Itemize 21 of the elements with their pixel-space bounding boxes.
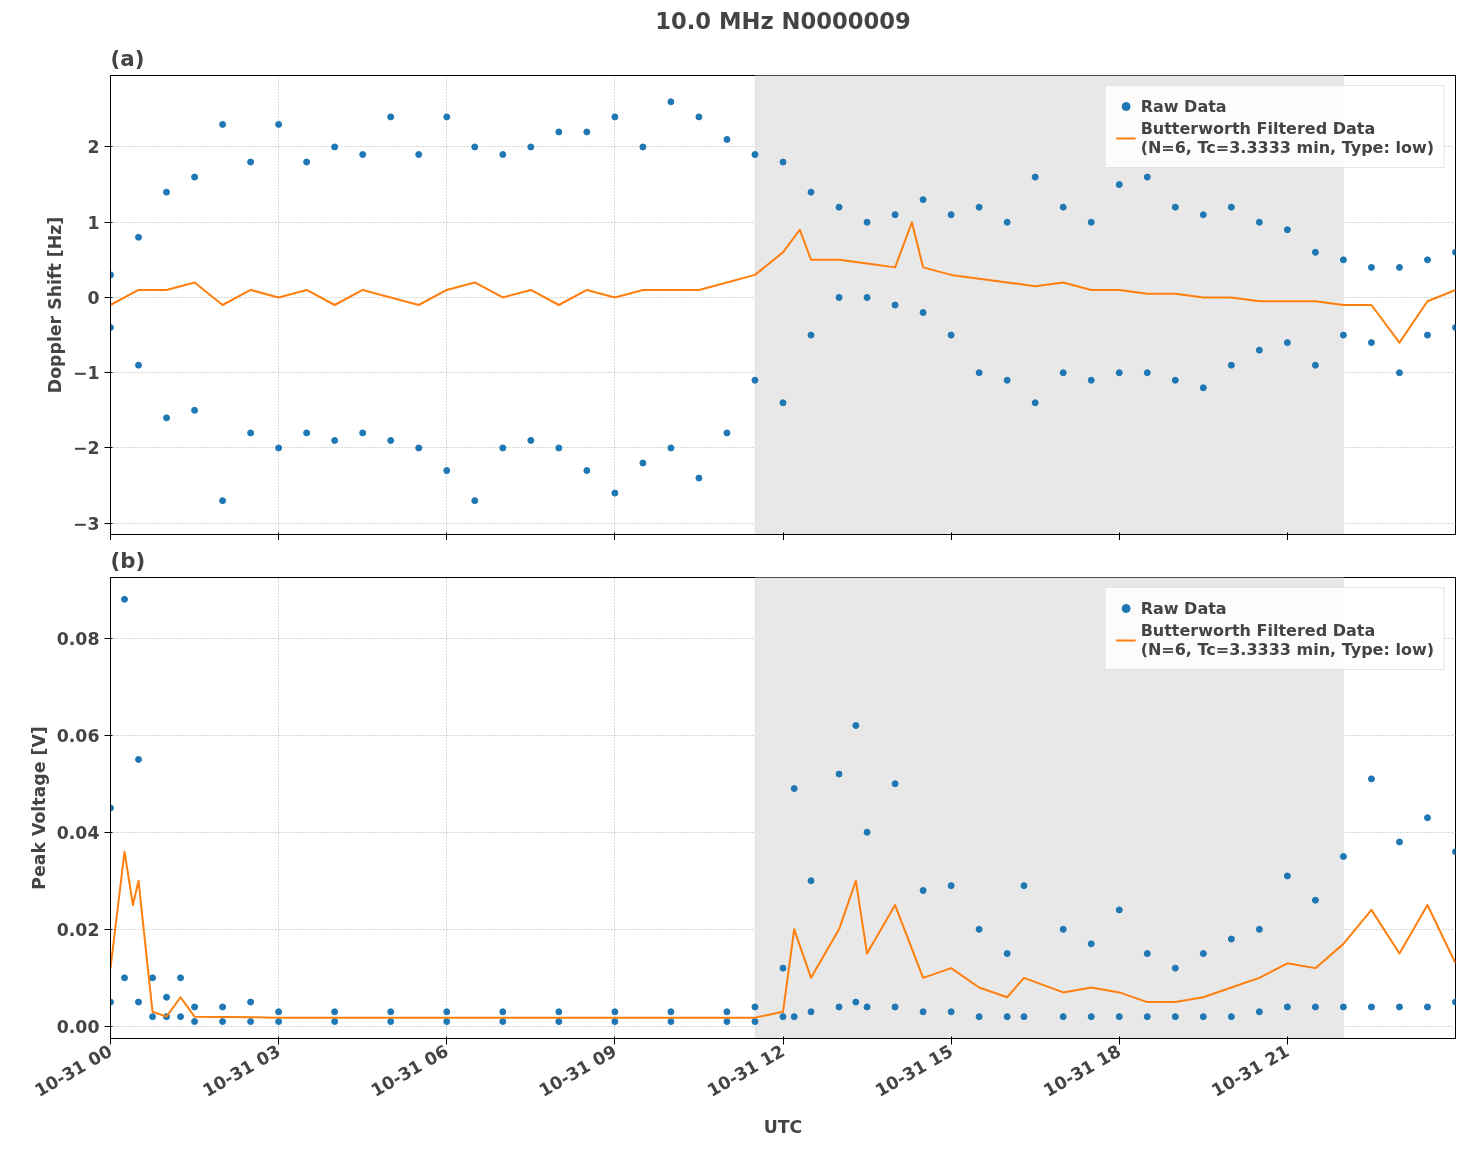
text: (b)	[110, 547, 146, 573]
x-axis-title: UTC	[763, 1117, 803, 1138]
chart-title: 10.0 MHz N0000009	[655, 7, 911, 34]
y-tick-label: 0.00	[56, 1016, 100, 1037]
y-tick-label: −1	[72, 363, 100, 384]
y-axis-title: Doppler Shift [Hz]	[44, 216, 65, 394]
y-tick-label: −2	[72, 438, 100, 459]
y-tick-label: 0	[87, 287, 100, 308]
legend-label: Raw Data	[1140, 598, 1227, 618]
legend-label: Butterworth Filtered Data (N=6, Tc=3.3333 min, Type: low)	[1140, 119, 1434, 157]
y-tick-label: 2	[87, 137, 100, 158]
y-tick-label: 0.04	[56, 822, 100, 843]
legend-label: Raw Data	[1140, 96, 1227, 116]
y-tick-label: 0.08	[56, 628, 100, 649]
text: (a)	[110, 45, 145, 71]
y-tick-label: 0.06	[56, 725, 100, 746]
y-tick-label: 0.02	[56, 919, 100, 940]
y-tick-label: −3	[72, 513, 100, 534]
y-axis-title: Peak Voltage [V]	[28, 726, 49, 890]
legend-label: Butterworth Filtered Data (N=6, Tc=3.3333 min, Type: low)	[1140, 621, 1434, 659]
y-tick-label: 1	[87, 212, 100, 233]
